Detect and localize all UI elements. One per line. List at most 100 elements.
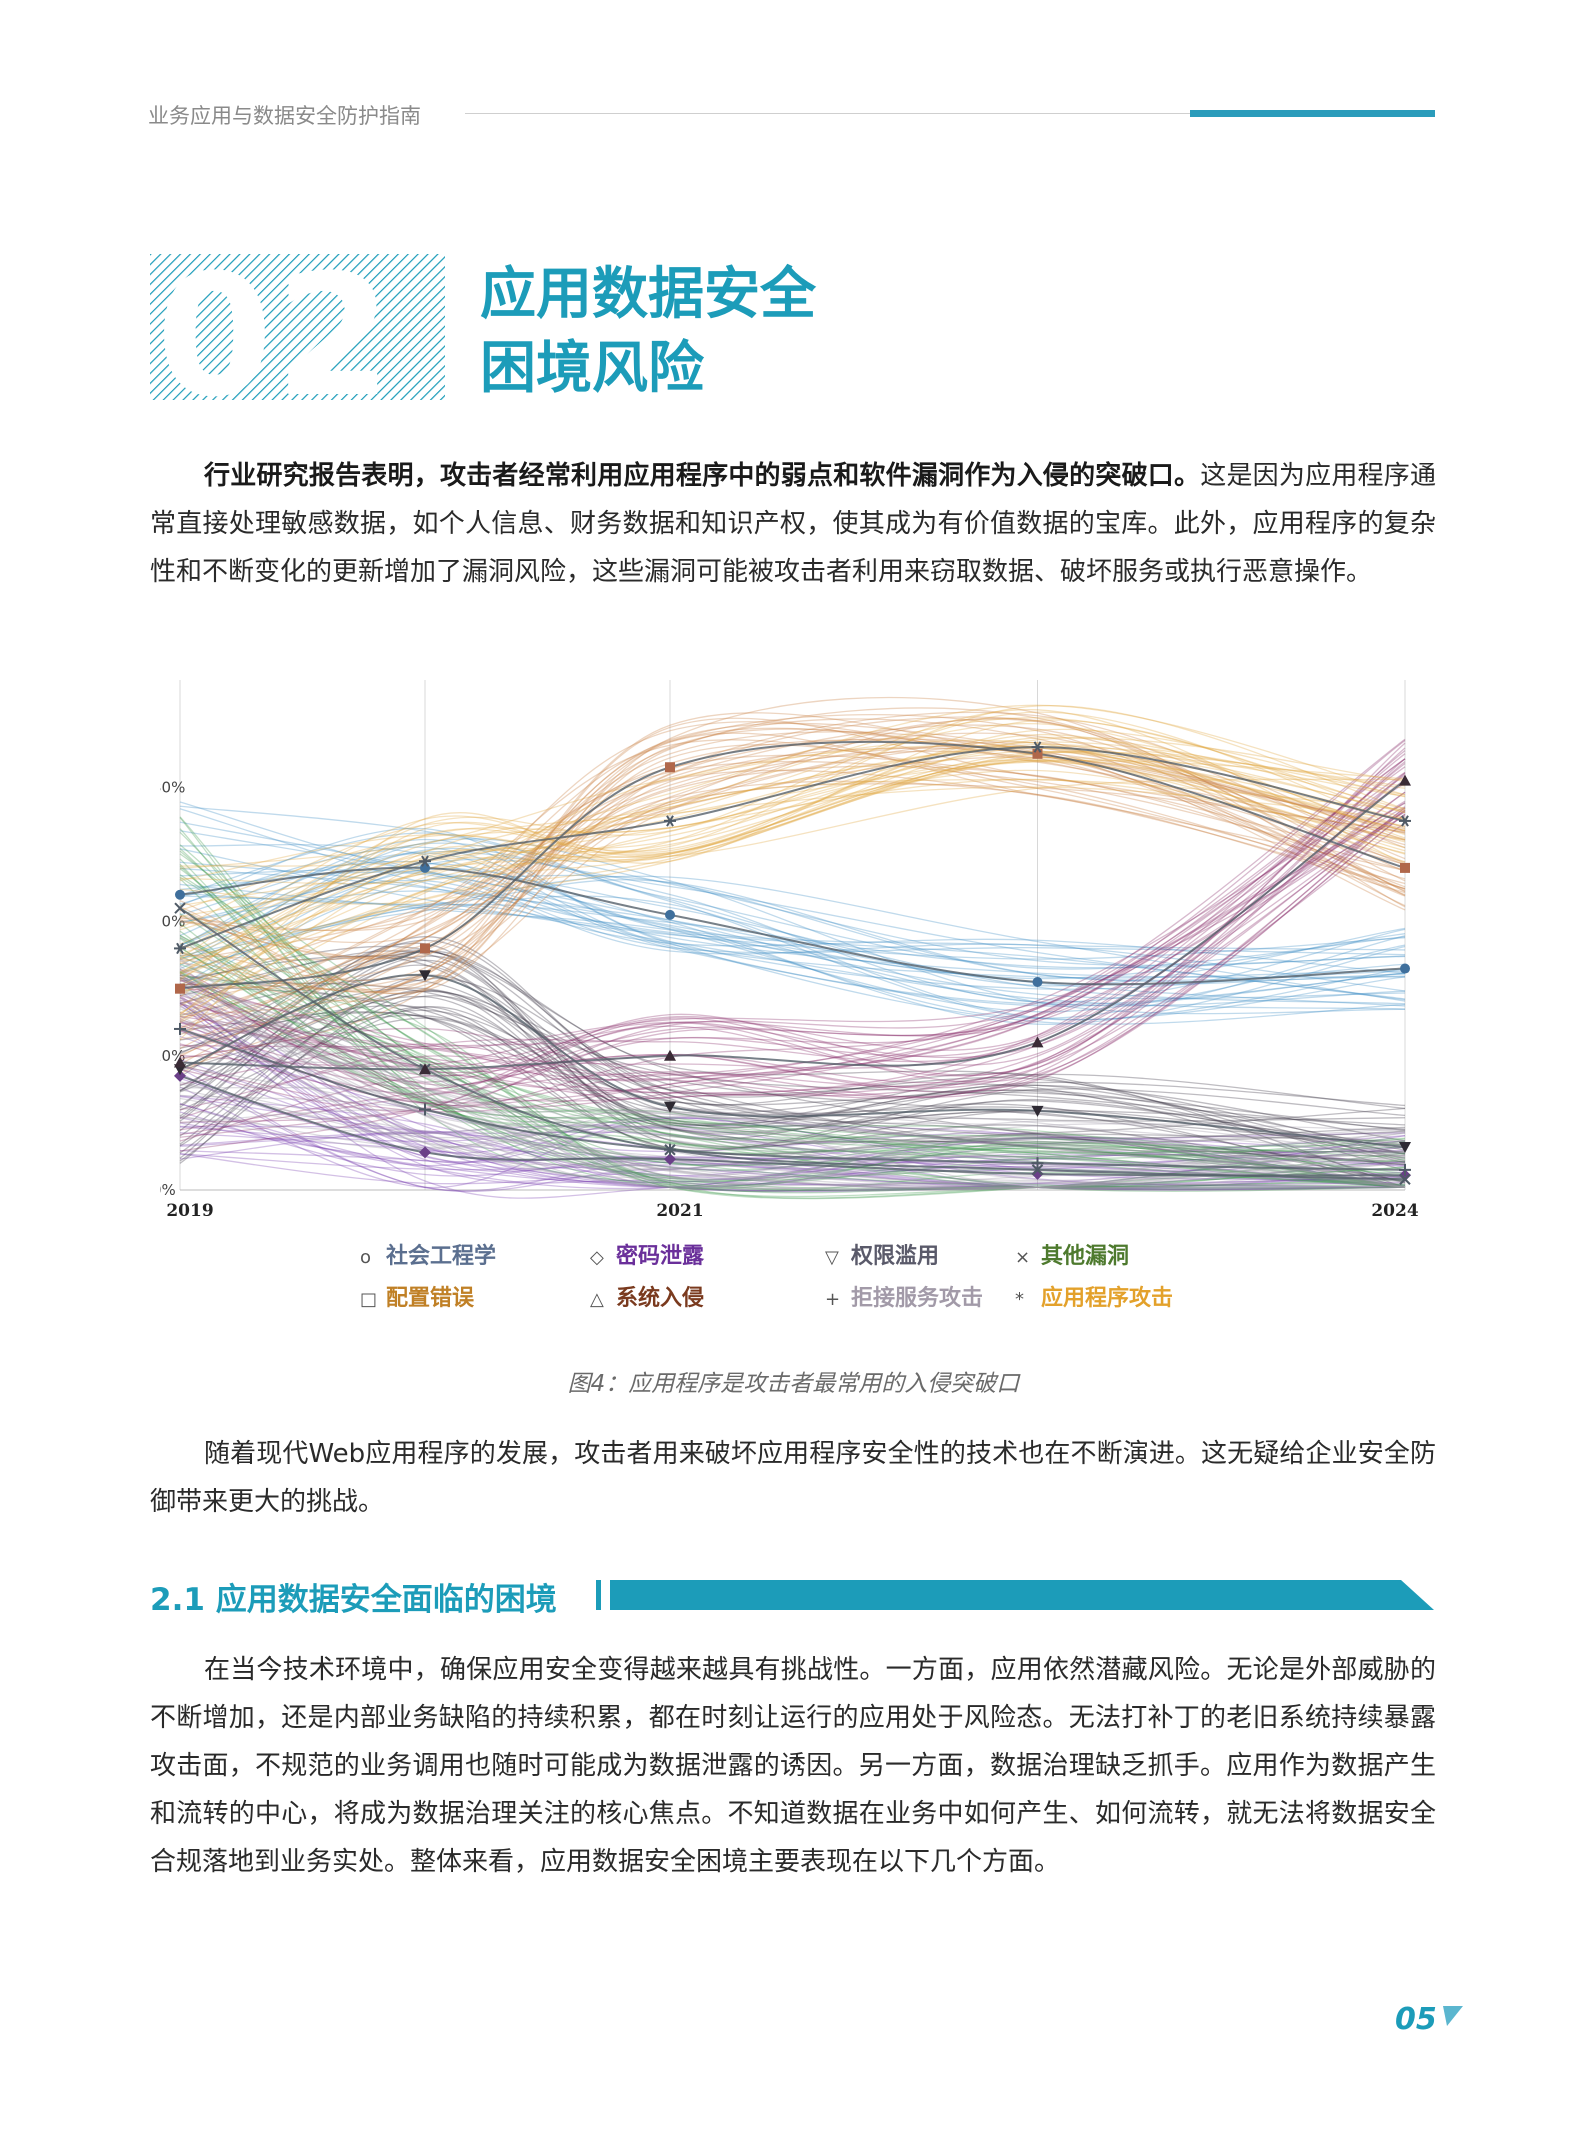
series-band-line xyxy=(179,1002,1406,1172)
series-band-line xyxy=(179,1111,1406,1190)
series-band-line xyxy=(179,739,1406,1029)
series-band-line xyxy=(179,987,1406,1153)
data-point xyxy=(174,1056,186,1068)
series-band-line xyxy=(179,946,1406,1191)
series-band-line xyxy=(179,758,1406,1138)
data-point xyxy=(175,889,185,900)
series-band-line xyxy=(179,1020,1406,1144)
series-band-line xyxy=(179,1029,1406,1186)
series-band-line xyxy=(179,974,1406,1190)
series-band-line xyxy=(179,807,1406,1136)
legend-marker: △ xyxy=(590,1289,604,1310)
chapter-number-graphic: 02 xyxy=(150,254,445,402)
series-band-line xyxy=(179,895,1406,1007)
series-band-line xyxy=(179,753,1406,1142)
series-band-line xyxy=(179,989,1406,1186)
series-band-line xyxy=(179,945,1406,1165)
series-band-line xyxy=(179,954,1406,1151)
series-band-line xyxy=(179,843,1406,1007)
series-band-line xyxy=(179,746,1406,1022)
series-band-line xyxy=(179,850,1406,1004)
x-tick-label: 2019 xyxy=(166,1201,213,1221)
page-number: 05 xyxy=(1395,2002,1437,2037)
series-band-line xyxy=(179,1004,1406,1199)
data-point xyxy=(1032,748,1043,759)
series-band-line xyxy=(179,990,1406,1164)
legend-item: * 应用程序攻击 xyxy=(1015,1280,1173,1312)
series-band-line xyxy=(179,1117,1406,1184)
series-band-line xyxy=(179,786,1406,1015)
series-band-line xyxy=(179,1064,1406,1192)
series-band-line xyxy=(179,936,1406,1188)
series-band-line xyxy=(179,868,1406,1025)
series-band-line xyxy=(179,759,1406,979)
series-band-line xyxy=(179,741,1406,918)
series-band-line xyxy=(179,802,1406,1092)
series-band-line xyxy=(179,832,1406,987)
series-band-line xyxy=(179,750,1406,952)
series-band-line xyxy=(179,1132,1406,1188)
series-band-line xyxy=(179,743,1406,1002)
series-line xyxy=(179,746,1406,950)
legend-label: 系统入侵 xyxy=(616,1286,705,1311)
series-band-line xyxy=(179,844,1406,1188)
series-line xyxy=(179,866,1406,986)
series-band-line xyxy=(179,848,1406,960)
series-band-line xyxy=(179,745,1406,965)
series-band-line xyxy=(179,858,1406,1000)
legend-label: 其他漏洞 xyxy=(1041,1244,1130,1269)
data-point xyxy=(420,862,430,873)
series-band-line xyxy=(179,727,1406,958)
series-band-line xyxy=(179,827,1406,990)
series-band-line xyxy=(179,722,1406,960)
series-band-line xyxy=(179,968,1406,1189)
series-band-line xyxy=(179,874,1406,1188)
series-band-line xyxy=(179,718,1406,988)
series-band-line xyxy=(179,1065,1406,1189)
series-band-line xyxy=(179,782,1406,1111)
series-band-line xyxy=(179,756,1406,986)
data-point xyxy=(419,970,431,982)
data-point xyxy=(419,1063,431,1075)
series-band-line xyxy=(179,838,1406,1025)
legend-item: ◇ 密码泄露 xyxy=(590,1238,704,1270)
series-band-line xyxy=(179,865,1406,1163)
data-point xyxy=(420,943,430,954)
series-band-line xyxy=(179,1135,1406,1171)
data-point xyxy=(664,1049,676,1061)
series-band-line xyxy=(179,769,1406,1014)
series-band-line xyxy=(179,830,1406,1007)
series-band-line xyxy=(179,996,1406,1164)
data-point xyxy=(419,1146,431,1159)
series-band-line xyxy=(179,771,1406,1113)
series-band-line xyxy=(179,1014,1406,1132)
series-band-line xyxy=(179,1124,1406,1190)
series-band-line xyxy=(179,745,1406,993)
series-band-line xyxy=(179,987,1406,1188)
legend-marker: + xyxy=(825,1289,841,1310)
series-band-line xyxy=(179,1081,1406,1171)
series-band-line xyxy=(179,936,1406,1144)
series-band-line xyxy=(179,747,1406,974)
series-band-line xyxy=(179,709,1406,981)
series-band-line xyxy=(179,875,1406,1002)
data-point xyxy=(176,942,184,955)
series-band-line xyxy=(179,861,1406,974)
series-band-line xyxy=(179,743,1406,885)
series-band-line xyxy=(179,989,1406,1182)
series-band-line xyxy=(179,1097,1406,1157)
series-band-line xyxy=(179,717,1406,1020)
data-point xyxy=(175,983,185,994)
series-band-line xyxy=(179,791,1406,1069)
series-band-line xyxy=(179,976,1406,1154)
series-band-line xyxy=(179,758,1406,1112)
series-band-line xyxy=(179,732,1406,1050)
legend-marker: ◇ xyxy=(590,1247,604,1268)
series-band-line xyxy=(179,990,1406,1147)
legend-label: 应用程序攻击 xyxy=(1041,1286,1174,1311)
chapter-number: 02 xyxy=(156,254,394,402)
header-accent-bar xyxy=(1190,110,1435,117)
series-band-line xyxy=(179,890,1406,1001)
series-band-line xyxy=(179,1006,1406,1162)
series-band-line xyxy=(179,738,1406,1107)
